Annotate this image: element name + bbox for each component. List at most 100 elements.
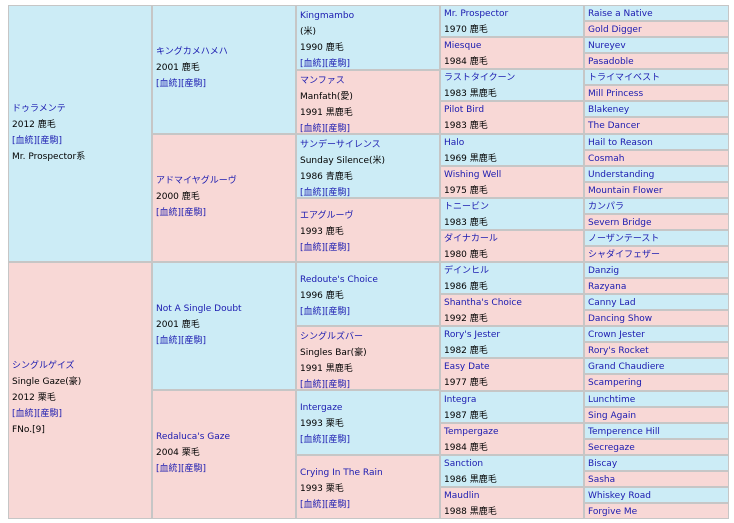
gen5-name-link[interactable]: Severn Bridge (588, 218, 652, 228)
gen5-name-link[interactable]: Biscay (588, 459, 618, 469)
gen4-cell: トニービン 1983 鹿毛 (440, 198, 584, 230)
gen3-name-link[interactable]: Kingmambo (300, 11, 355, 21)
gen4-year: 1980 鹿毛 (444, 250, 488, 260)
gen4-name-link[interactable]: Miesque (444, 41, 482, 51)
gen4-year: 1988 黒鹿毛 (444, 507, 497, 517)
gen5-name-link[interactable]: Lunchtime (588, 395, 636, 405)
gen5-name-link[interactable]: Forgive Me (588, 507, 638, 517)
gen5-cell: Temperence Hill (584, 423, 729, 439)
gen5-name-link[interactable]: Temperence Hill (588, 427, 660, 437)
gen3-origin: Sunday Silence(米) (300, 156, 385, 166)
gen3-name-link[interactable]: Intergaze (300, 403, 343, 413)
gen3-name-link[interactable]: Crying In The Rain (300, 468, 383, 478)
gen4-year: 1983 黒鹿毛 (444, 89, 497, 99)
gen4-year: 1984 鹿毛 (444, 57, 488, 67)
gen2-links[interactable]: [血統][産駒] (156, 464, 207, 474)
gen5-name-link[interactable]: Pasadoble (588, 57, 634, 67)
gen5-name-link[interactable]: トライマイベスト (588, 73, 661, 83)
gen2-links[interactable]: [血統][産駒] (156, 208, 207, 218)
gen5-cell: Biscay (584, 455, 729, 471)
sire-links[interactable]: [血統][産駒] (12, 136, 63, 146)
gen4-name-link[interactable]: Rory's Jester (444, 330, 501, 340)
gen4-name-link[interactable]: Shantha's Choice (444, 298, 522, 308)
gen4-cell: Rory's Jester 1982 鹿毛 (440, 326, 584, 358)
gen5-name-link[interactable]: Mill Princess (588, 89, 644, 99)
gen5-name-link[interactable]: カンパラ (588, 202, 625, 212)
gen3-links[interactable]: [血統][産駒] (300, 59, 351, 69)
gen2-name-link[interactable]: キングカメハメハ (156, 47, 228, 57)
gen5-name-link[interactable]: Secregaze (588, 443, 635, 453)
gen4-year: 1969 黒鹿毛 (444, 154, 497, 164)
gen3-name-link[interactable]: マンファス (300, 76, 345, 86)
gen5-name-link[interactable]: Cosmah (588, 154, 625, 164)
gen2-name-link[interactable]: Redaluca's Gaze (156, 432, 231, 442)
gen4-year: 1984 鹿毛 (444, 443, 488, 453)
gen5-name-link[interactable]: Gold Digger (588, 25, 642, 35)
gen2-links[interactable]: [血統][産駒] (156, 79, 207, 89)
dam-links[interactable]: [血統][産駒] (12, 409, 63, 419)
gen5-name-link[interactable]: Sing Again (588, 411, 637, 421)
gen5-name-link[interactable]: Nureyev (588, 41, 626, 51)
gen3-links[interactable]: [血統][産駒] (300, 243, 351, 253)
gen5-name-link[interactable]: Rory's Rocket (588, 346, 649, 356)
gen5-name-link[interactable]: Danzig (588, 266, 620, 276)
gen5-name-link[interactable]: Crown Jester (588, 330, 645, 340)
gen5-name-link[interactable]: Blakeney (588, 105, 630, 115)
gen3-name-link[interactable]: シングルズバー (300, 332, 364, 342)
gen5-name-link[interactable]: Understanding (588, 170, 655, 180)
gen5-name-link[interactable]: Canny Lad (588, 298, 636, 308)
gen5-cell: Canny Lad (584, 294, 729, 310)
gen5-name-link[interactable]: シャダイフェザー (588, 250, 661, 260)
gen3-name-link[interactable]: Redoute's Choice (300, 275, 378, 285)
dam-cell: シングルゲイズ Single Gaze(豪) 2012 栗毛 [血統][産駒] … (8, 262, 152, 519)
gen2-cell: アドマイヤグルーヴ 2000 鹿毛 [血統][産駒] (152, 134, 296, 262)
gen4-name-link[interactable]: Sanction (444, 459, 484, 469)
gen3-links[interactable]: [血統][産駒] (300, 500, 351, 510)
gen4-name-link[interactable]: Easy Date (444, 362, 490, 372)
gen3-year: 1993 鹿毛 (300, 227, 344, 237)
gen2-name-link[interactable]: Not A Single Doubt (156, 304, 242, 314)
gen4-name-link[interactable]: デインヒル (444, 266, 490, 276)
gen3-name-link[interactable]: エアグルーヴ (300, 211, 354, 221)
gen4-name-link[interactable]: Pilot Bird (444, 105, 485, 115)
gen4-name-link[interactable]: ラストタイクーン (444, 73, 516, 83)
gen5-name-link[interactable]: Hail to Reason (588, 138, 653, 148)
gen3-links[interactable]: [血統][産駒] (300, 435, 351, 445)
gen5-cell: Crown Jester (584, 326, 729, 342)
gen5-name-link[interactable]: Mountain Flower (588, 186, 663, 196)
gen3-links[interactable]: [血統][産駒] (300, 380, 351, 390)
gen3-links[interactable]: [血統][産駒] (300, 124, 351, 134)
gen4-year: 1970 鹿毛 (444, 25, 488, 35)
gen4-name-link[interactable]: Maudlin (444, 491, 480, 501)
gen4-name-link[interactable]: ダイナカール (444, 234, 498, 244)
gen4-name-link[interactable]: Integra (444, 395, 477, 405)
gen5-name-link[interactable]: Sasha (588, 475, 616, 485)
gen4-name-link[interactable]: Tempergaze (444, 427, 499, 437)
gen4-name-link[interactable]: Wishing Well (444, 170, 502, 180)
gen5-name-link[interactable]: Razyana (588, 282, 627, 292)
gen5-cell: Cosmah (584, 150, 729, 166)
dam-name-link[interactable]: シングルゲイズ (12, 361, 75, 371)
gen2-links[interactable]: [血統][産駒] (156, 336, 207, 346)
sire-name-link[interactable]: ドゥラメンテ (12, 104, 66, 114)
gen4-name-link[interactable]: Mr. Prospector (444, 9, 509, 19)
gen4-cell: Miesque 1984 鹿毛 (440, 37, 584, 69)
gen5-name-link[interactable]: The Dancer (588, 121, 640, 131)
gen5-cell: Grand Chaudiere (584, 358, 729, 374)
gen3-name-link[interactable]: サンデーサイレンス (300, 140, 381, 150)
gen5-name-link[interactable]: Whiskey Road (588, 491, 651, 501)
gen5-name-link[interactable]: Grand Chaudiere (588, 362, 665, 372)
gen4-cell: Mr. Prospector 1970 鹿毛 (440, 5, 584, 37)
gen4-year: 1992 鹿毛 (444, 314, 488, 324)
gen5-name-link[interactable]: Dancing Show (588, 314, 653, 324)
gen3-links[interactable]: [血統][産駒] (300, 307, 351, 317)
gen5-cell: Rory's Rocket (584, 342, 729, 358)
gen2-name-link[interactable]: アドマイヤグルーヴ (156, 176, 237, 186)
gen5-cell: The Dancer (584, 117, 729, 134)
gen5-name-link[interactable]: ノーザンテースト (588, 234, 660, 244)
gen4-name-link[interactable]: Halo (444, 138, 465, 148)
gen3-links[interactable]: [血統][産駒] (300, 188, 351, 198)
gen5-name-link[interactable]: Raise a Native (588, 9, 653, 19)
gen4-name-link[interactable]: トニービン (444, 202, 490, 212)
gen5-name-link[interactable]: Scampering (588, 378, 642, 388)
